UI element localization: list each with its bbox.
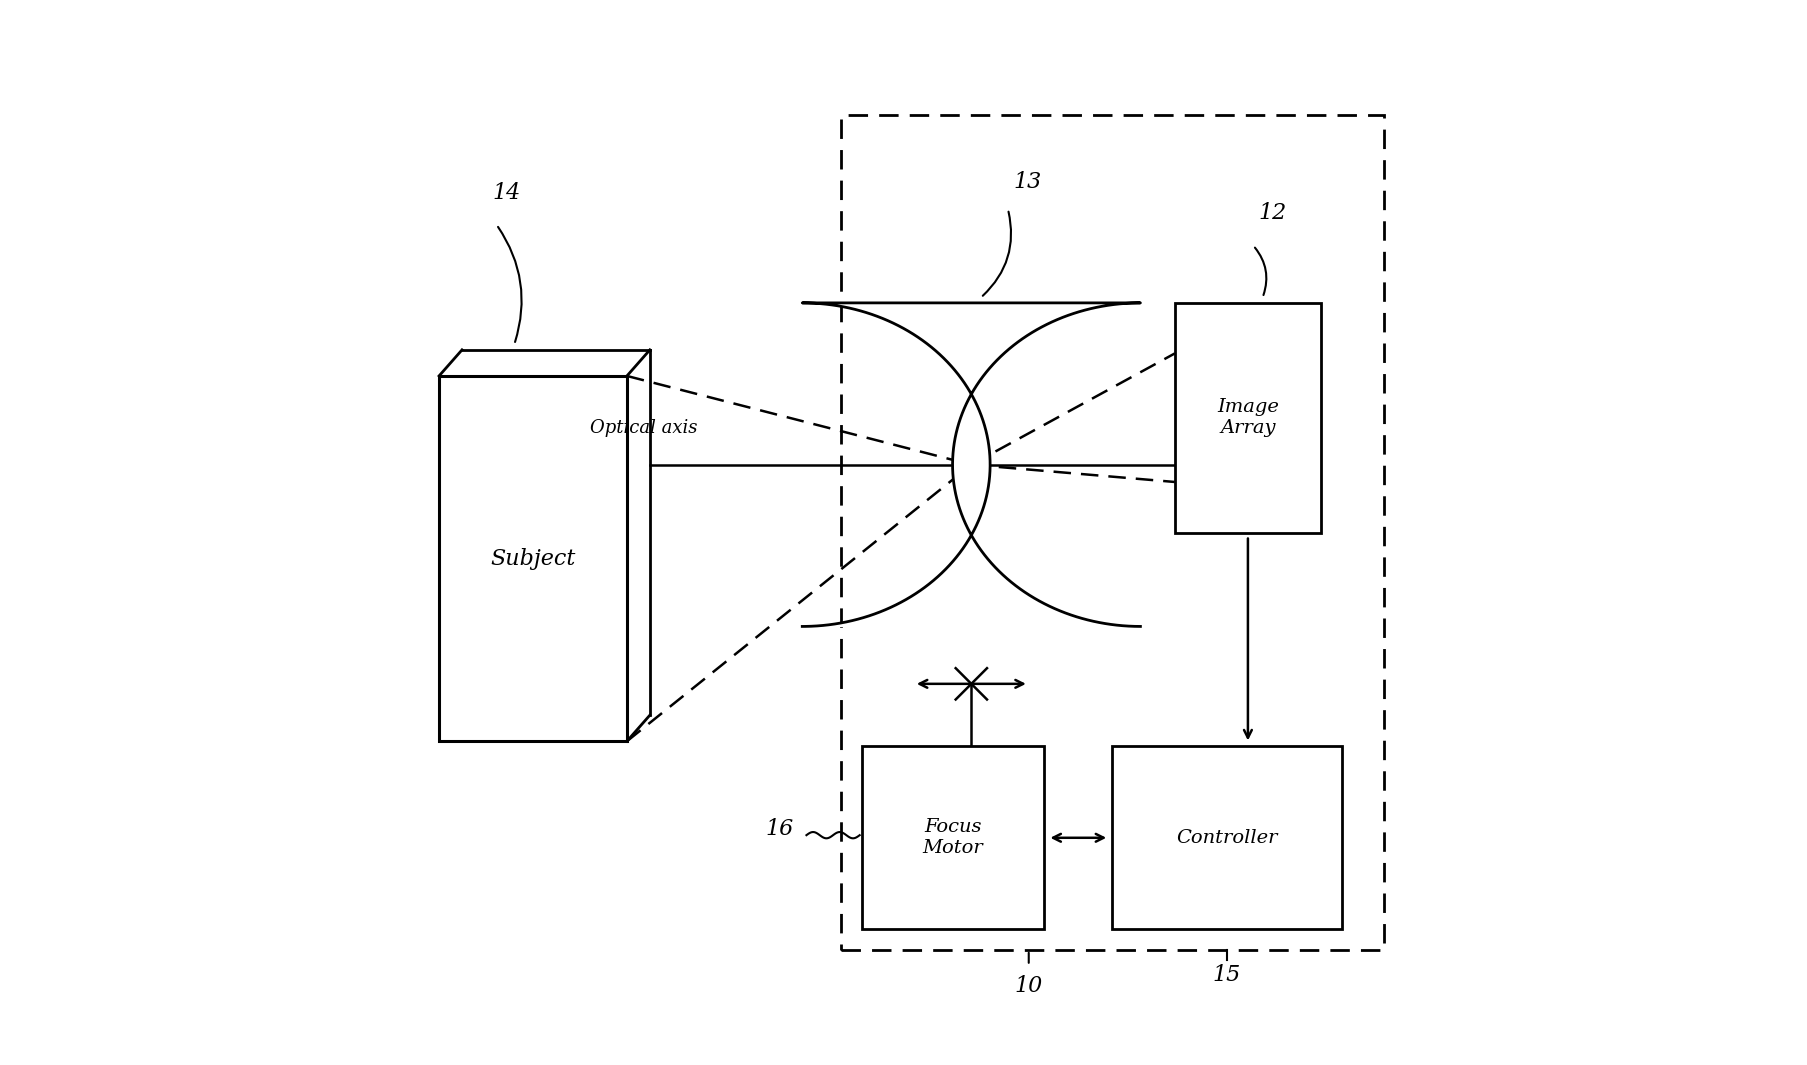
Text: Optical axis: Optical axis [591, 420, 698, 438]
Text: Subject: Subject [490, 547, 576, 570]
Text: 10: 10 [1014, 974, 1043, 997]
Text: 13: 13 [1014, 171, 1041, 193]
Polygon shape [802, 302, 1140, 626]
Text: 15: 15 [1212, 964, 1241, 986]
Text: Image
Array: Image Array [1216, 398, 1279, 437]
Text: 16: 16 [766, 818, 793, 840]
Text: 12: 12 [1258, 202, 1287, 225]
Bar [439, 376, 627, 741]
Text: Focus
Motor: Focus Motor [923, 818, 983, 857]
Bar [1113, 747, 1343, 929]
Text: Controller: Controller [1176, 829, 1278, 847]
Text: 14: 14 [493, 181, 520, 203]
Bar [1175, 302, 1321, 532]
Bar [840, 115, 1384, 950]
Bar [862, 747, 1044, 929]
